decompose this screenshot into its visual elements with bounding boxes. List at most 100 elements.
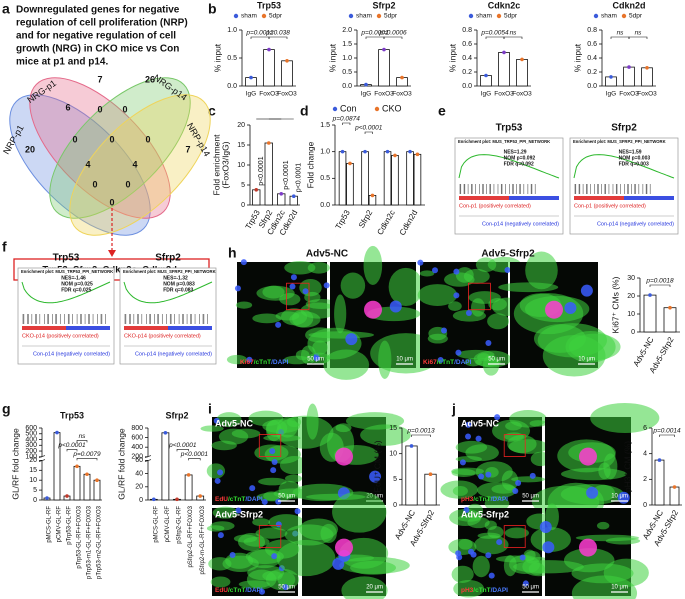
cell-ctnt: [292, 483, 354, 502]
venn-set: [49, 77, 191, 219]
bar-dot: [340, 149, 345, 154]
cell-ctnt: [235, 301, 253, 309]
bar-dot: [267, 47, 271, 52]
y-tick-label: 6: [643, 425, 647, 432]
bar-dot: [409, 444, 414, 448]
cell-ctnt: [252, 313, 282, 324]
nucleus: [512, 488, 519, 495]
gsea-rank-blue: [168, 326, 212, 330]
legend-label: 5dpr: [384, 13, 398, 20]
bar-dot: [520, 57, 524, 62]
bracket: [659, 434, 675, 437]
gsea-stat: NOM p=0.083: [163, 281, 195, 287]
venn-title-line: regulation of cell proliferation (NRP): [16, 18, 188, 29]
y-tick-label: 400: [25, 436, 37, 443]
cell-ctnt: [279, 293, 301, 306]
zoom-box: [467, 282, 491, 311]
scale-label: 50 μm: [307, 357, 324, 363]
gsea-rank-red: [22, 326, 66, 330]
y-tick-label: 200: [25, 448, 37, 455]
x-tick-label: FoxO3: [277, 91, 297, 98]
cell-ctnt: [210, 521, 235, 531]
y-axis-label: Ki67⁺ CMs (%): [610, 276, 620, 333]
bar: [623, 66, 635, 87]
scale-label: 10 μm: [611, 585, 628, 591]
nucleus: [217, 469, 224, 476]
stain-part: /DAPI: [491, 587, 509, 594]
bar: [516, 59, 528, 87]
y-tick-label: 0: [33, 497, 37, 504]
stain-part: /cTnT: [228, 496, 245, 503]
bar: [281, 60, 293, 87]
bar-dot: [408, 149, 412, 154]
chart-title: Sfrp2: [372, 0, 395, 10]
cell-ctnt: [466, 503, 484, 518]
y-axis-label: GL/RF fold change: [10, 428, 20, 500]
bracket: [342, 122, 351, 125]
stain-part: pH3: [461, 496, 474, 503]
bar-dot: [393, 153, 397, 158]
gsea-rank-red: [124, 326, 168, 330]
bracket: [628, 36, 648, 39]
stain-part: /DAPI: [271, 359, 289, 366]
p-value: ns: [617, 30, 625, 37]
cell-ctnt: [565, 331, 616, 363]
nucleus: [455, 349, 462, 356]
nucleus: [542, 541, 555, 554]
venn-title-line: and for negative regulation of cell: [16, 31, 176, 42]
legend-label: sham: [241, 13, 257, 20]
nucleus: [522, 580, 529, 587]
y-tick-label: 800: [131, 425, 143, 432]
panel-letter: e: [438, 103, 446, 119]
x-tick-label: FoxO3: [637, 91, 657, 98]
nucleus: [453, 268, 460, 275]
bar: [93, 479, 101, 501]
panel-letter: i: [208, 401, 212, 417]
marker-nucleus: [364, 300, 382, 319]
cell-ctnt: [491, 484, 516, 494]
legend-marker: [233, 13, 239, 19]
micrograph-title: Adv5-NC: [461, 418, 500, 428]
cell-ctnt: [307, 262, 330, 274]
nucleus: [246, 356, 253, 363]
legend-label: 5dpr: [629, 13, 643, 20]
bar: [498, 52, 510, 87]
nucleus: [313, 355, 320, 362]
gsea-neg-label: Con-p14 (negatively correlated): [33, 351, 110, 357]
legend-marker: [261, 13, 267, 19]
gsea-plot-title: Enrichment plot: MUS_TRP53_PPI_NETWORK: [21, 269, 113, 274]
p-value: ns: [79, 433, 87, 440]
cell-ctnt: [211, 440, 237, 451]
nucleus: [345, 333, 358, 346]
bar: [161, 432, 170, 501]
p-value: p<0.0001: [168, 442, 197, 449]
y-axis-label: % input: [447, 43, 457, 72]
nucleus: [504, 266, 511, 273]
cell-ctnt: [448, 301, 462, 311]
y-tick-label: 600: [131, 434, 143, 441]
cell-ctnt: [487, 526, 504, 539]
bracket: [188, 458, 201, 461]
zoom-box: [503, 525, 526, 548]
gsea-stat: FDR q=0.003: [619, 161, 649, 167]
gsea-neg-label: Con-p14 (negatively correlated): [135, 351, 212, 357]
scale-label: 50 μm: [522, 585, 539, 591]
legend-label: sham: [476, 13, 492, 20]
y-tick-label: 0: [393, 502, 397, 509]
gsea-stat: NOM p=0.092: [504, 155, 536, 161]
zoom-box: [286, 282, 310, 311]
marker-nucleus: [335, 538, 353, 557]
y-axis-label: Fold enrichment: [211, 134, 221, 196]
x-tick-label: pTrp53-m1-GL-RF+FOXO3: [87, 505, 93, 579]
bracket: [383, 36, 403, 39]
nucleus: [294, 508, 301, 515]
y-tick-label: 0: [241, 202, 245, 209]
cell-ctnt: [341, 576, 388, 599]
gsea-curve: [123, 281, 213, 304]
y-tick-label: 30: [627, 275, 635, 282]
bar-dot: [609, 75, 613, 79]
gsea-rank-red: [574, 196, 624, 200]
legend-marker: [468, 13, 474, 19]
cell-ctnt: [530, 527, 571, 553]
